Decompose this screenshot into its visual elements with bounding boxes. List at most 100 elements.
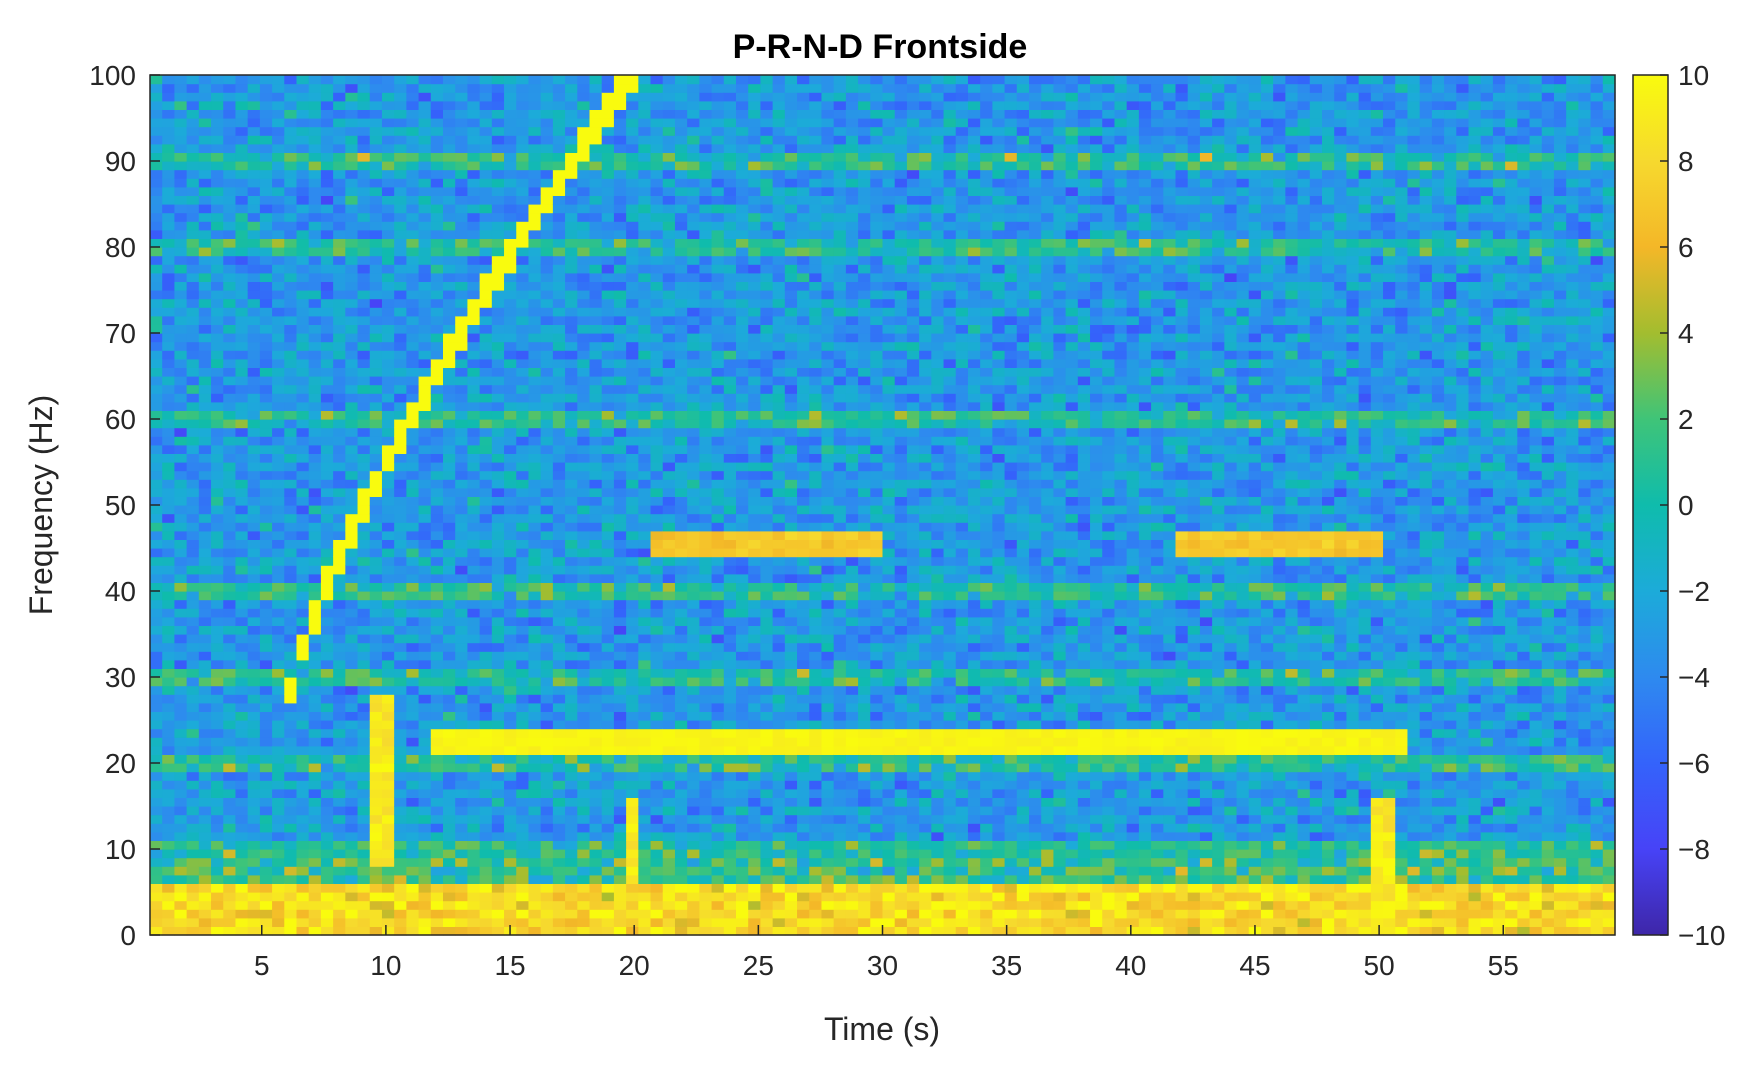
heatmap-cell — [406, 685, 420, 695]
heatmap-cell — [491, 436, 505, 446]
heatmap-cell — [516, 677, 530, 687]
heatmap-cell — [723, 849, 737, 859]
heatmap-cell — [369, 178, 383, 188]
heatmap-cell — [235, 376, 249, 386]
heatmap-cell — [638, 195, 652, 205]
heatmap-cell — [674, 530, 688, 540]
heatmap-cell — [369, 608, 383, 618]
heatmap-cell — [259, 169, 273, 179]
heatmap-cell — [528, 419, 542, 429]
heatmap-cell — [638, 771, 652, 781]
heatmap-cell — [540, 161, 554, 171]
heatmap-cell — [528, 135, 542, 145]
heatmap-cell — [504, 178, 517, 188]
heatmap-cell — [748, 341, 762, 351]
heatmap-cell — [186, 229, 200, 239]
heatmap-cell — [162, 350, 176, 360]
heatmap-cell — [516, 341, 530, 351]
heatmap-cell — [235, 358, 249, 368]
heatmap-cell — [467, 333, 481, 343]
heatmap-cell — [589, 229, 603, 239]
heatmap-cell — [272, 737, 285, 747]
heatmap-cell — [674, 393, 688, 403]
heatmap-cell — [443, 324, 456, 334]
heatmap-cell — [162, 462, 176, 472]
heatmap-cell — [711, 384, 725, 394]
heatmap-cell — [711, 453, 725, 463]
heatmap-cell — [381, 685, 395, 695]
heatmap-cell — [552, 642, 566, 652]
heatmap-cell — [748, 900, 762, 910]
heatmap-cell — [308, 737, 322, 747]
heatmap-cell — [601, 556, 615, 566]
heatmap-cell — [235, 221, 249, 231]
heatmap-cell — [406, 874, 420, 884]
heatmap-cell — [540, 874, 554, 884]
heatmap-cell — [198, 333, 212, 343]
heatmap-cell — [406, 229, 420, 239]
heatmap-cell — [198, 350, 212, 360]
heatmap-cell — [613, 221, 627, 231]
heatmap-cell — [577, 178, 591, 188]
heatmap-cell — [687, 694, 700, 704]
heatmap-cell — [565, 651, 578, 661]
heatmap-cell — [235, 436, 249, 446]
heatmap-cell — [259, 926, 273, 936]
heatmap-cell — [699, 599, 713, 609]
heatmap-cell — [467, 350, 481, 360]
heatmap-cell — [491, 204, 505, 214]
heatmap-cell — [455, 324, 469, 334]
heatmap-cell — [662, 530, 676, 540]
heatmap-cell — [455, 315, 469, 325]
heatmap-cell — [247, 754, 261, 764]
heatmap-cell — [455, 728, 469, 738]
heatmap-cell — [626, 513, 639, 523]
heatmap-cell — [552, 376, 566, 386]
heatmap-cell — [601, 186, 615, 196]
heatmap-cell — [186, 178, 200, 188]
heatmap-cell — [613, 849, 627, 859]
heatmap-cell — [565, 272, 578, 282]
heatmap-cell — [455, 556, 469, 566]
heatmap-cell — [479, 350, 493, 360]
heatmap-cell — [369, 505, 383, 515]
heatmap-cell — [247, 728, 261, 738]
heatmap-cell — [174, 892, 188, 902]
heatmap-cell — [516, 685, 530, 695]
heatmap-cell — [186, 393, 200, 403]
heatmap-cell — [601, 436, 615, 446]
heatmap-cell — [650, 264, 664, 274]
heatmap-cell — [381, 307, 395, 317]
heatmap-cell — [491, 737, 505, 747]
heatmap-cell — [211, 849, 224, 859]
heatmap-cell — [455, 178, 469, 188]
heatmap-cell — [565, 487, 578, 497]
heatmap-cell — [479, 513, 493, 523]
heatmap-cell — [577, 651, 591, 661]
heatmap-cell — [479, 358, 493, 368]
heatmap-cell — [357, 771, 371, 781]
heatmap-cell — [565, 917, 578, 927]
heatmap-cell — [443, 909, 456, 919]
heatmap-cell — [320, 556, 334, 566]
heatmap-cell — [613, 496, 627, 506]
heatmap-cell — [223, 565, 237, 575]
heatmap-cell — [601, 582, 615, 592]
heatmap-cell — [333, 152, 346, 162]
heatmap-cell — [174, 221, 188, 231]
heatmap-cell — [650, 539, 664, 549]
heatmap-cell — [247, 849, 261, 859]
heatmap-cell — [272, 745, 285, 755]
heatmap-cell — [540, 720, 554, 730]
heatmap-cell — [540, 401, 554, 411]
heatmap-cell — [613, 522, 627, 532]
heatmap-cell — [162, 823, 176, 833]
heatmap-cell — [552, 247, 566, 257]
heatmap-cell — [394, 642, 407, 652]
heatmap-cell — [626, 341, 639, 351]
heatmap-cell — [259, 143, 273, 153]
heatmap-cell — [259, 315, 273, 325]
heatmap-cell — [259, 229, 273, 239]
heatmap-cell — [320, 599, 334, 609]
heatmap-cell — [186, 505, 200, 515]
